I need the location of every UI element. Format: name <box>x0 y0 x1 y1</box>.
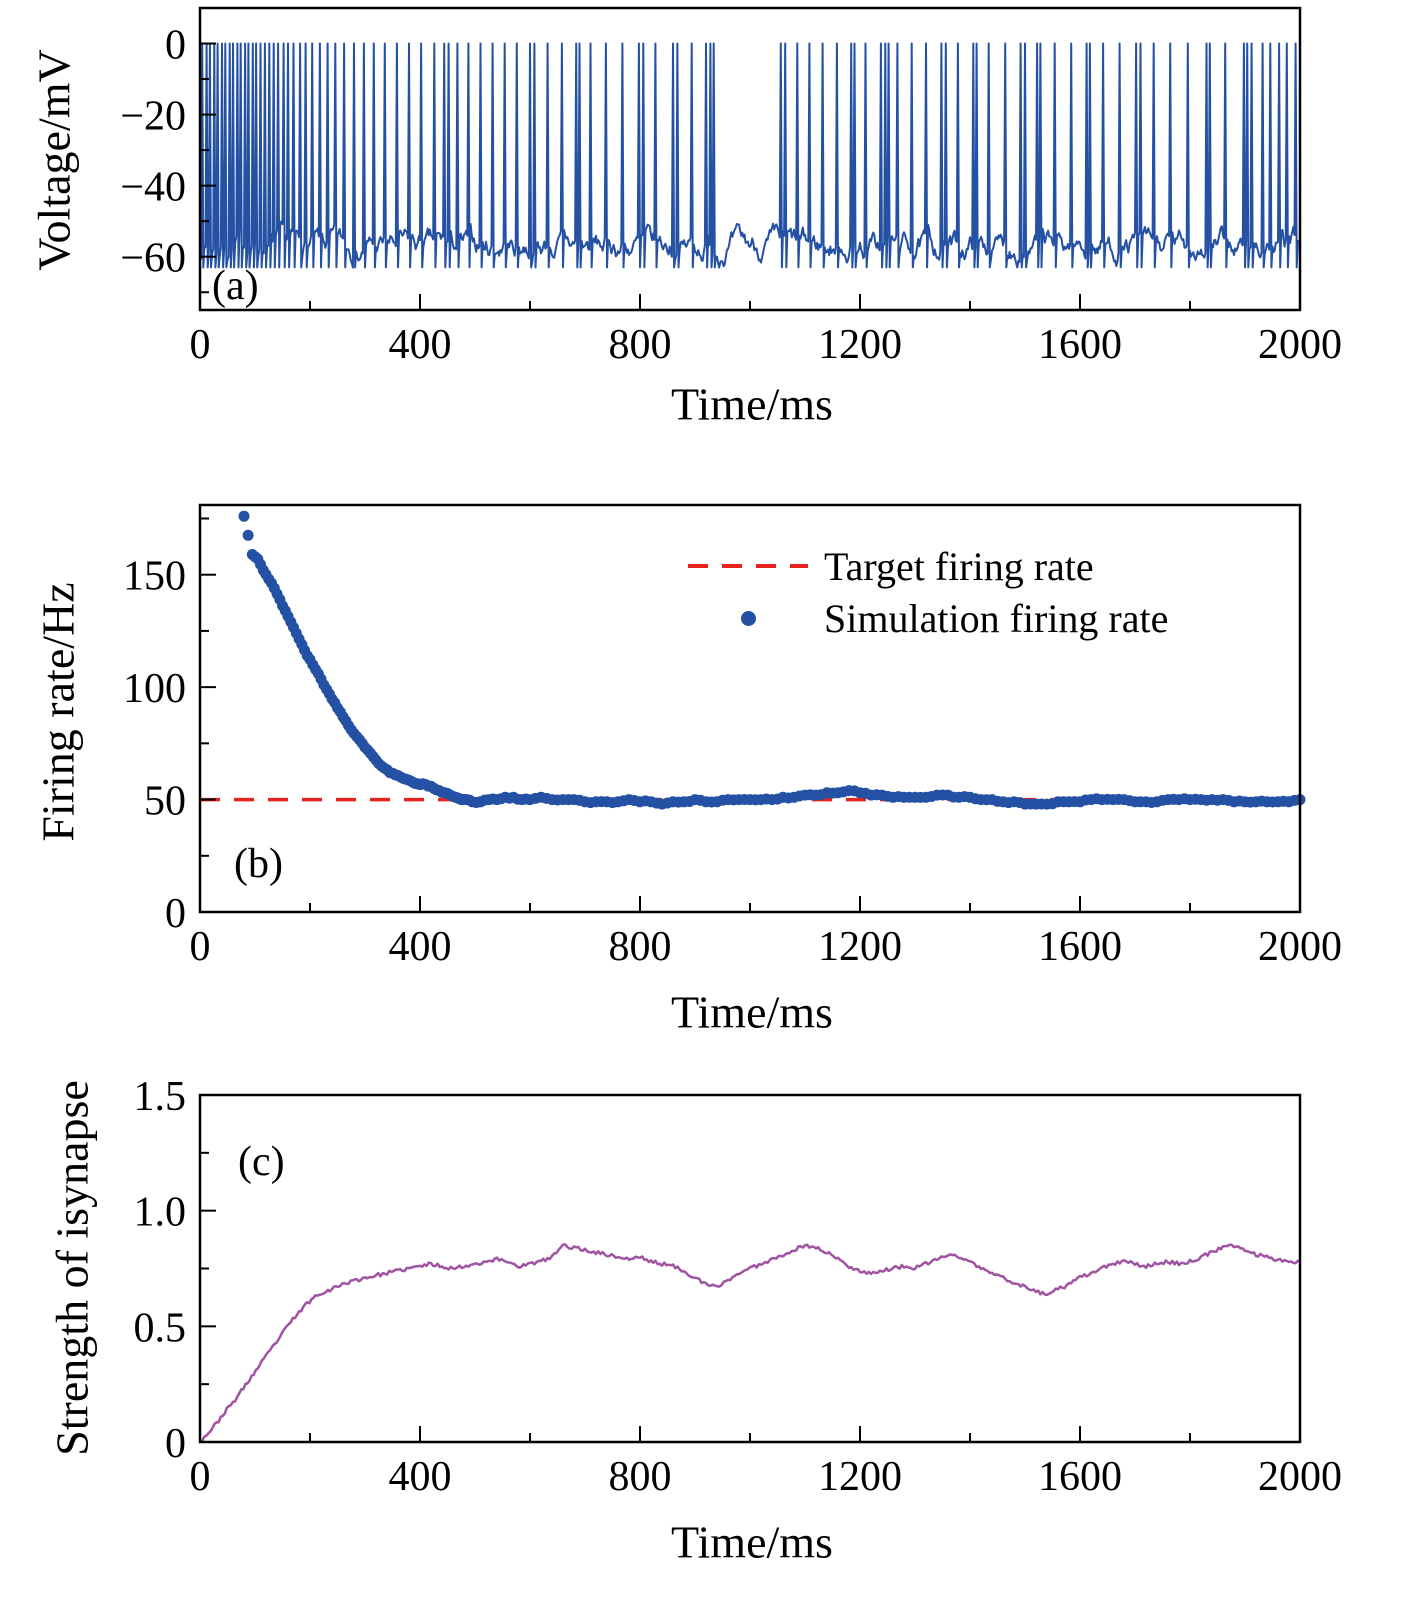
svg-text:1200: 1200 <box>818 1454 902 1500</box>
svg-text:400: 400 <box>389 924 452 970</box>
x-axis-label-c: Time/ms <box>671 1516 833 1568</box>
svg-text:1600: 1600 <box>1038 1454 1122 1500</box>
panel-b-axes: 0 400 800 1200 1600 2000 0 50 100 150 <box>123 503 1342 970</box>
svg-text:2000: 2000 <box>1258 924 1342 970</box>
svg-text:1200: 1200 <box>818 322 902 368</box>
svg-text:2000: 2000 <box>1258 322 1342 368</box>
firing-rate-series <box>200 510 1306 810</box>
svg-text:0: 0 <box>190 1454 211 1500</box>
legend-label-target: Target firing rate <box>824 543 1094 589</box>
panel-label-c: (c) <box>238 1139 285 1185</box>
panel-a-axes: 0 400 800 1200 1600 2000 0 −20 −40 −60 <box>120 6 1342 368</box>
simulation-dot-swatch <box>740 610 756 626</box>
panel-c-axes: 0 400 800 1200 1600 2000 0 0.5 1.0 1.5 <box>134 1074 1343 1500</box>
target-swatch-wrap <box>688 564 808 568</box>
legend-label-simulation: Simulation firing rate <box>824 595 1169 641</box>
svg-text:−20: −20 <box>120 94 186 140</box>
svg-text:400: 400 <box>389 322 452 368</box>
svg-text:−40: −40 <box>120 165 186 211</box>
svg-text:1600: 1600 <box>1038 924 1122 970</box>
svg-text:0: 0 <box>165 1421 186 1467</box>
svg-text:2000: 2000 <box>1258 1454 1342 1500</box>
svg-text:800: 800 <box>609 1454 672 1500</box>
target-dashed-line-swatch <box>688 564 808 568</box>
legend: Target firing rate Simulation firing rat… <box>688 540 1168 644</box>
synapse-strength-trace <box>199 1243 1301 1444</box>
panel-label-a: (a) <box>212 263 259 309</box>
svg-text:1200: 1200 <box>818 924 902 970</box>
y-axis-label-firing-rate: Firing rate/Hz <box>32 582 84 842</box>
svg-text:150: 150 <box>123 554 186 600</box>
svg-text:1600: 1600 <box>1038 322 1122 368</box>
svg-text:800: 800 <box>609 924 672 970</box>
svg-text:400: 400 <box>389 1454 452 1500</box>
svg-text:−60: −60 <box>120 236 186 282</box>
svg-text:50: 50 <box>144 779 186 825</box>
svg-text:0: 0 <box>165 23 186 69</box>
x-axis-label-a: Time/ms <box>671 378 833 430</box>
panel-label-b: (b) <box>234 841 283 887</box>
svg-text:1.0: 1.0 <box>134 1190 187 1236</box>
simulation-swatch-wrap <box>688 610 808 626</box>
svg-text:0: 0 <box>190 924 211 970</box>
y-axis-label-synapse: Strength of isynapse <box>46 1080 98 1456</box>
svg-text:0.5: 0.5 <box>134 1305 187 1351</box>
svg-text:100: 100 <box>123 666 186 712</box>
svg-text:0: 0 <box>190 322 211 368</box>
svg-text:800: 800 <box>609 322 672 368</box>
voltage-trace <box>199 42 1301 269</box>
legend-item-simulation: Simulation firing rate <box>688 592 1168 644</box>
legend-item-target: Target firing rate <box>688 540 1168 592</box>
svg-text:1.5: 1.5 <box>134 1074 187 1120</box>
svg-text:0: 0 <box>165 891 186 937</box>
y-axis-label-voltage: Voltage/mV <box>28 49 80 271</box>
x-axis-label-b: Time/ms <box>671 986 833 1038</box>
